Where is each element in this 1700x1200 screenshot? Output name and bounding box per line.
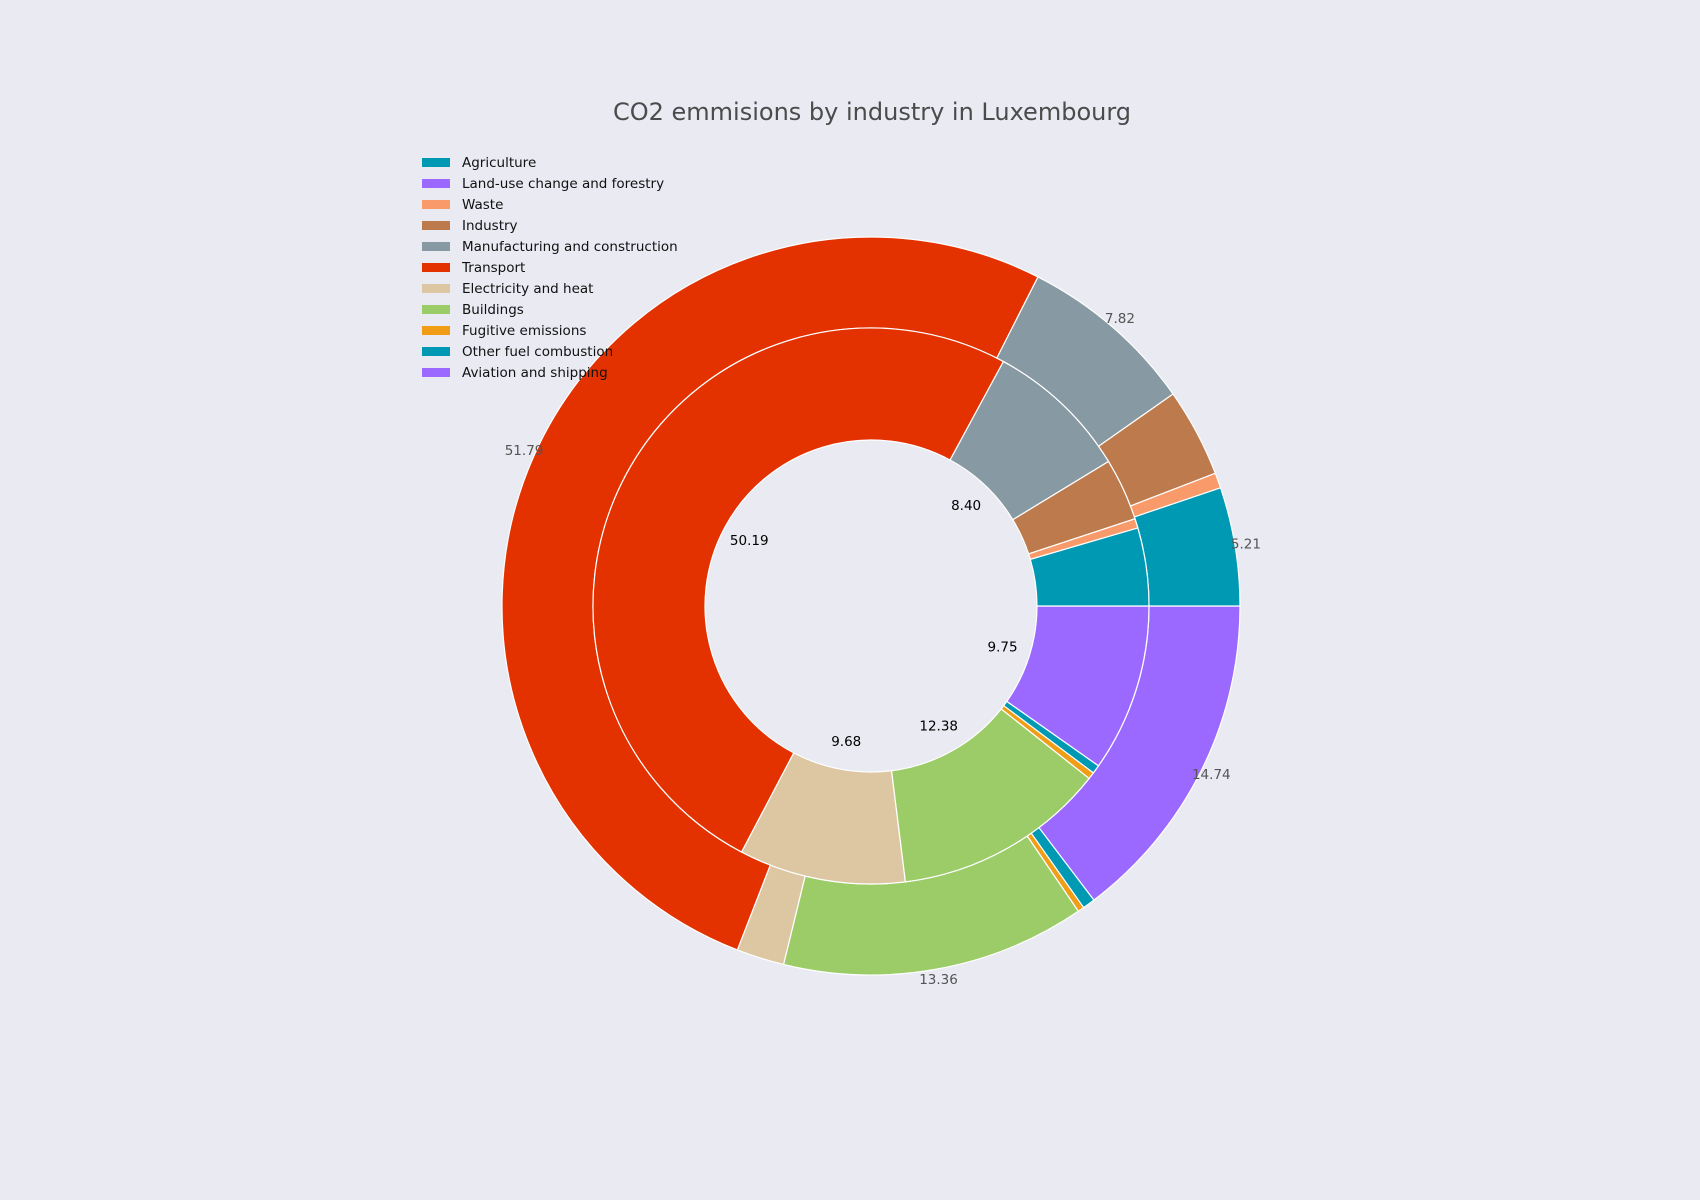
legend-item-buildings: Buildings	[422, 299, 678, 320]
legend-item-industry: Industry	[422, 215, 678, 236]
outer-value-label-aviation-and-shipping: 14.74	[1192, 767, 1231, 783]
outer-value-label-agriculture: 5.21	[1231, 536, 1261, 552]
legend-label: Land-use change and forestry	[462, 175, 665, 192]
legend-item-other-fuel-combustion: Other fuel combustion	[422, 341, 678, 362]
legend-swatch	[422, 158, 450, 167]
outer-value-label-transport: 51.79	[505, 443, 544, 459]
legend-label: Aviation and shipping	[462, 364, 608, 381]
legend-item-agriculture: Agriculture	[422, 152, 678, 173]
legend-item-waste: Waste	[422, 194, 678, 215]
legend: Agriculture Land-use change and forestry W…	[422, 152, 678, 383]
legend-swatch	[422, 305, 450, 314]
legend-label: Transport	[462, 259, 526, 276]
outer-value-label-manufacturing-and-construction: 7.82	[1105, 311, 1135, 327]
inner-value-label-transport: 50.19	[730, 533, 769, 549]
legend-swatch	[422, 179, 450, 188]
legend-item-manufacturing-and-construction: Manufacturing and construction	[422, 236, 678, 257]
legend-label: Other fuel combustion	[462, 343, 614, 360]
legend-item-electricity-and-heat: Electricity and heat	[422, 278, 678, 299]
legend-label: Waste	[462, 196, 504, 213]
outer-value-label-buildings: 13.36	[919, 972, 958, 988]
inner-value-label-aviation-and-shipping: 9.75	[988, 640, 1018, 656]
chart-title: CO2 emmisions by industry in Luxembourg	[612, 98, 1132, 126]
legend-item-land-use-change-and-forestry: Land-use change and forestry	[422, 173, 678, 194]
legend-label: Electricity and heat	[462, 280, 594, 297]
legend-item-fugitive-emissions: Fugitive emissions	[422, 320, 678, 341]
legend-swatch	[422, 263, 450, 272]
legend-swatch	[422, 326, 450, 335]
inner-value-label-manufacturing-and-construction: 8.40	[951, 498, 981, 514]
inner-value-label-buildings: 12.38	[919, 718, 958, 734]
inner-slice-agriculture	[1029, 527, 1150, 607]
legend-item-aviation-and-shipping: Aviation and shipping	[422, 362, 678, 383]
inner-slice-transport	[592, 327, 1005, 853]
legend-swatch	[422, 221, 450, 230]
legend-label: Fugitive emissions	[462, 322, 587, 339]
legend-label: Buildings	[462, 301, 524, 318]
legend-label: Manufacturing and construction	[462, 238, 678, 255]
legend-label: Industry	[462, 217, 518, 234]
legend-item-transport: Transport	[422, 257, 678, 278]
legend-label: Agriculture	[462, 154, 537, 171]
legend-swatch	[422, 368, 450, 377]
legend-swatch	[422, 242, 450, 251]
inner-value-label-electricity-and-heat: 9.68	[831, 734, 861, 750]
legend-swatch	[422, 284, 450, 293]
legend-swatch	[422, 200, 450, 209]
legend-swatch	[422, 347, 450, 356]
